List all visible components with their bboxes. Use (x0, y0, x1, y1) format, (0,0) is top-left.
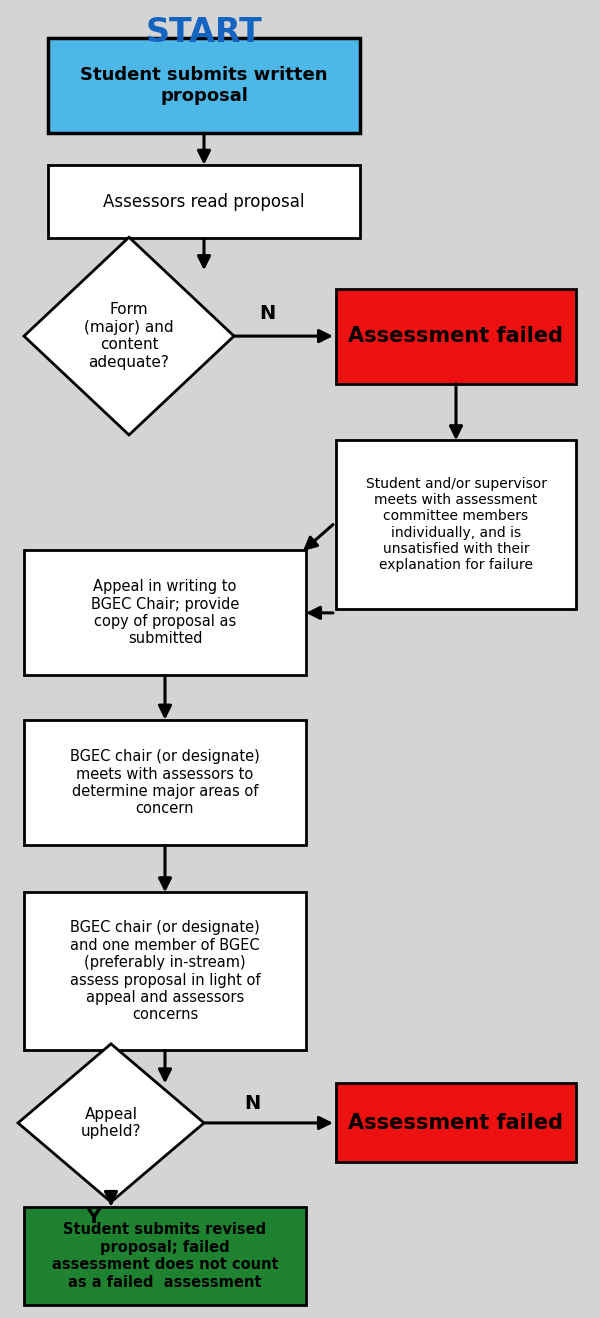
Text: N: N (259, 304, 275, 323)
Text: Appeal
upheld?: Appeal upheld? (81, 1107, 141, 1139)
Text: Student submits revised
proposal; failed
assessment does not count
as a failed  : Student submits revised proposal; failed… (52, 1223, 278, 1289)
Text: Assessment failed: Assessment failed (349, 326, 563, 347)
Text: Y: Y (86, 1209, 100, 1227)
Bar (24, 551, 306, 675)
Bar (336, 289, 576, 384)
Text: N: N (244, 1094, 260, 1112)
Text: Student submits written
proposal: Student submits written proposal (80, 66, 328, 105)
Bar (336, 1083, 576, 1162)
Text: Assessors read proposal: Assessors read proposal (103, 192, 305, 211)
Bar (24, 720, 306, 846)
Text: START: START (146, 16, 262, 50)
Text: Form
(major) and
content
adequate?: Form (major) and content adequate? (84, 303, 174, 369)
Bar (48, 38, 360, 133)
Text: BGEC chair (or designate)
and one member of BGEC
(preferably in-stream)
assess p: BGEC chair (or designate) and one member… (70, 920, 260, 1023)
Bar (336, 440, 576, 609)
Text: BGEC chair (or designate)
meets with assessors to
determine major areas of
conce: BGEC chair (or designate) meets with ass… (70, 750, 260, 816)
Bar (24, 892, 306, 1050)
Text: Student and/or supervisor
meets with assessment
committee members
individually, : Student and/or supervisor meets with ass… (365, 477, 547, 572)
Text: Appeal in writing to
BGEC Chair; provide
copy of proposal as
submitted: Appeal in writing to BGEC Chair; provide… (91, 580, 239, 646)
Text: Assessment failed: Assessment failed (349, 1112, 563, 1133)
Polygon shape (24, 237, 234, 435)
Bar (24, 1207, 306, 1305)
Polygon shape (18, 1044, 204, 1202)
Bar (48, 165, 360, 237)
